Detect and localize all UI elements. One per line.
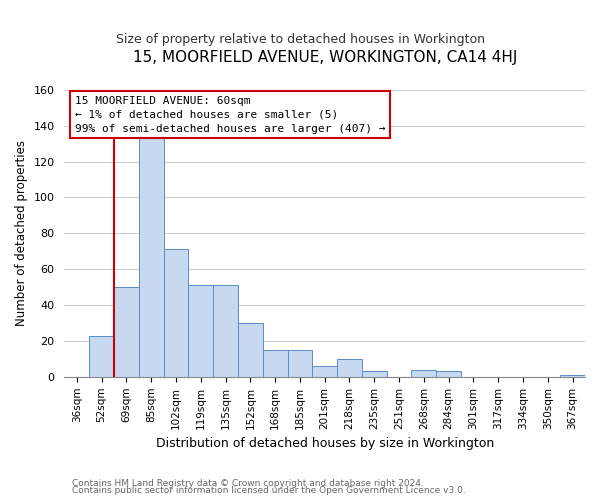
Bar bbox=[287, 350, 313, 377]
Bar bbox=[560, 375, 585, 377]
Title: 15, MOORFIELD AVENUE, WORKINGTON, CA14 4HJ: 15, MOORFIELD AVENUE, WORKINGTON, CA14 4… bbox=[133, 50, 517, 65]
Text: 15 MOORFIELD AVENUE: 60sqm
← 1% of detached houses are smaller (5)
99% of semi-d: 15 MOORFIELD AVENUE: 60sqm ← 1% of detac… bbox=[75, 96, 385, 134]
Text: Contains public sector information licensed under the Open Government Licence v3: Contains public sector information licen… bbox=[72, 486, 466, 495]
Bar bbox=[436, 372, 461, 377]
Bar bbox=[362, 372, 386, 377]
Y-axis label: Number of detached properties: Number of detached properties bbox=[15, 140, 28, 326]
Bar bbox=[188, 286, 213, 377]
X-axis label: Distribution of detached houses by size in Workington: Distribution of detached houses by size … bbox=[155, 437, 494, 450]
Bar bbox=[89, 336, 114, 377]
Text: Contains HM Land Registry data © Crown copyright and database right 2024.: Contains HM Land Registry data © Crown c… bbox=[72, 478, 424, 488]
Bar bbox=[313, 366, 337, 377]
Bar bbox=[213, 286, 238, 377]
Text: Size of property relative to detached houses in Workington: Size of property relative to detached ho… bbox=[115, 32, 485, 46]
Bar bbox=[412, 370, 436, 377]
Bar bbox=[337, 359, 362, 377]
Bar bbox=[139, 138, 164, 377]
Bar bbox=[114, 287, 139, 377]
Bar bbox=[238, 323, 263, 377]
Bar bbox=[263, 350, 287, 377]
Bar bbox=[164, 250, 188, 377]
